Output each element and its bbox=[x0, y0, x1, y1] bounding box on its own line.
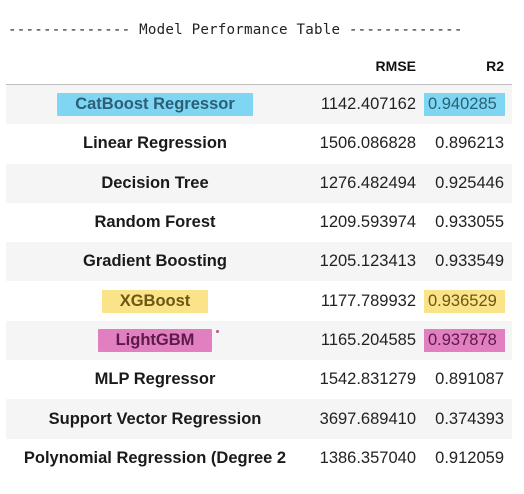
model-name-cell: XGBoost bbox=[6, 281, 304, 320]
table-row: Linear Regression 1506.086828 0.896213 bbox=[6, 124, 512, 163]
rmse-cell: 1506.086828 bbox=[319, 134, 416, 153]
model-name-highlight: LightGBM bbox=[97, 328, 213, 352]
model-name-cell: Gradient Boosting bbox=[83, 252, 227, 271]
column-header-model bbox=[6, 47, 304, 85]
table-row: XGBoost 1177.789932 0.936529 bbox=[6, 281, 512, 320]
r2-highlight: 0.937878 bbox=[424, 328, 505, 352]
highlight-speck bbox=[216, 329, 219, 333]
table-row: MLP Regressor 1542.831279 0.891087 bbox=[6, 360, 512, 399]
r2-cell: 0.937878 bbox=[424, 321, 512, 360]
model-name-cell: Support Vector Regression bbox=[48, 409, 262, 428]
model-name-highlight: CatBoost Regressor bbox=[57, 93, 253, 117]
model-name-cell: Decision Tree bbox=[101, 173, 209, 192]
table-row: Support Vector Regression 3697.689410 0.… bbox=[6, 399, 512, 439]
rmse-cell: 1209.593974 bbox=[319, 213, 416, 232]
r2-cell: 0.936529 bbox=[424, 281, 512, 320]
table-title: -------------- Model Performance Table -… bbox=[8, 22, 463, 38]
table-header-row: RMSE R2 bbox=[6, 47, 512, 85]
column-header-rmse: RMSE bbox=[304, 47, 424, 85]
table-row: CatBoost Regressor 1142.407162 0.940285 bbox=[6, 84, 512, 125]
r2-cell: 0.891087 bbox=[435, 370, 504, 389]
table-row: LightGBM 1165.204585 0.937878 bbox=[6, 320, 512, 361]
rmse-cell: 1276.482494 bbox=[319, 173, 416, 192]
model-name-cell: LightGBM bbox=[6, 321, 304, 360]
r2-cell: 0.925446 bbox=[435, 173, 504, 192]
rmse-cell: 1177.789932 bbox=[320, 291, 416, 310]
table-row: Gradient Boosting 1205.123413 0.933549 bbox=[6, 242, 512, 282]
model-name-cell: Random Forest bbox=[94, 213, 216, 232]
table-row: Decision Tree 1276.482494 0.925446 bbox=[6, 163, 512, 203]
model-name-cell: MLP Regressor bbox=[94, 370, 216, 389]
r2-cell: 0.896213 bbox=[435, 134, 504, 153]
model-name-highlight: XGBoost bbox=[101, 289, 209, 313]
r2-cell: 0.933055 bbox=[435, 213, 504, 232]
column-header-r2: R2 bbox=[424, 47, 512, 85]
r2-highlight: 0.940285 bbox=[424, 93, 505, 117]
table-row: Random Forest 1209.593974 0.933055 bbox=[6, 203, 512, 242]
r2-highlight: 0.936529 bbox=[424, 289, 505, 313]
model-name-cell: CatBoost Regressor bbox=[6, 85, 304, 125]
r2-cell: 0.933549 bbox=[435, 252, 504, 271]
model-name-cell: Polynomial Regression (Degree 2 bbox=[23, 448, 287, 467]
r2-cell: 0.912059 bbox=[435, 448, 504, 467]
rmse-cell: 3697.689410 bbox=[319, 409, 416, 428]
model-name-cell: Linear Regression bbox=[83, 134, 227, 153]
rmse-cell: 1205.123413 bbox=[319, 252, 416, 271]
r2-cell: 0.940285 bbox=[424, 85, 512, 125]
rmse-cell: 1386.357040 bbox=[319, 448, 416, 467]
r2-cell: 0.374393 bbox=[435, 409, 504, 428]
rmse-cell: 1542.831279 bbox=[319, 370, 416, 389]
table-row: Polynomial Regression (Degree 2 1386.357… bbox=[6, 439, 512, 478]
rmse-cell: 1142.407162 bbox=[320, 95, 416, 114]
model-performance-table: RMSE R2 CatBoost Regressor 1142.407162 0… bbox=[6, 47, 512, 478]
rmse-cell: 1165.204585 bbox=[320, 330, 416, 349]
